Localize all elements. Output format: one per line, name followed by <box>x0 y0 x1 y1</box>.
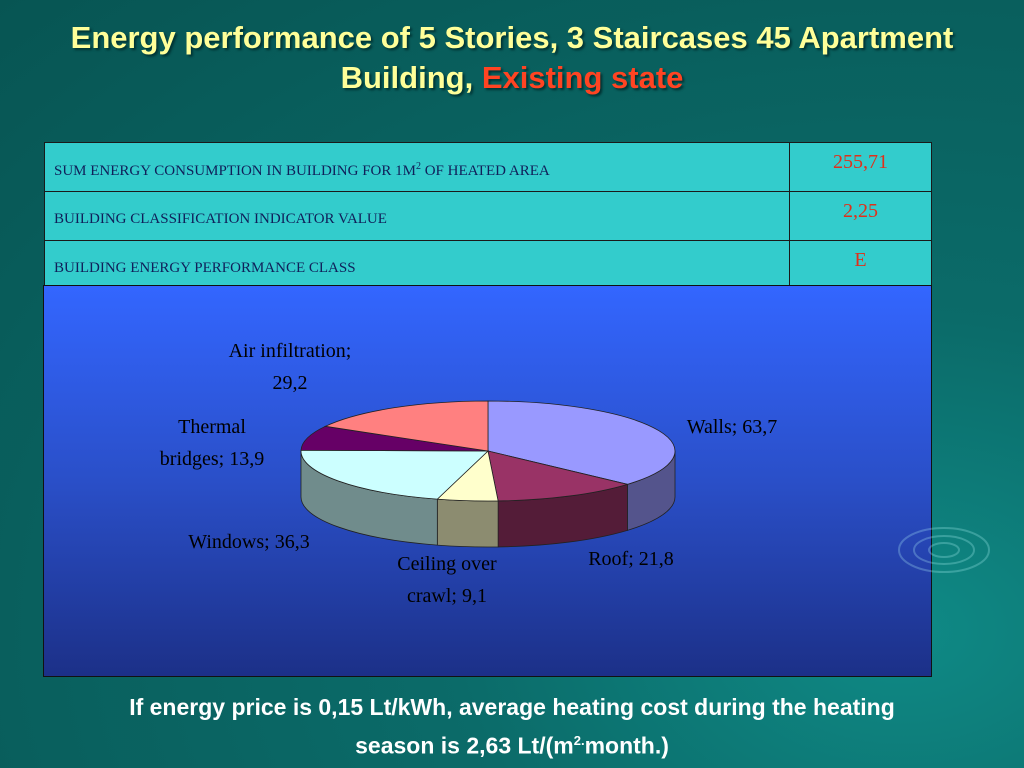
title-plain: Building, <box>340 60 474 95</box>
table-value: 255,71 <box>789 142 932 192</box>
pie-data-label: Windows; 36,3 <box>188 531 309 553</box>
pie-chart: Walls; 63,7 Roof; 21,8 Ceiling over crawl; … <box>160 340 778 607</box>
table-row: BUILDING ENERGY PERFORMANCE CLASS E <box>44 240 932 290</box>
pie-data-label: Walls; 63,7 <box>687 416 778 438</box>
title-line-2: Building, Existing state <box>0 58 1024 98</box>
pie-slice <box>487 450 629 502</box>
ripple-decoration <box>898 527 990 573</box>
pie-slice <box>300 425 489 452</box>
table-value: 2,25 <box>789 191 932 241</box>
note-line-2: season is 2,63 Lt/(m2.month.) <box>355 732 669 759</box>
table-row: SUM ENERGY CONSUMPTION IN BUILDING FOR 1… <box>44 142 932 192</box>
pie-slice <box>300 449 489 500</box>
pie-slice-side <box>436 498 499 548</box>
pie-slice <box>487 400 676 485</box>
pie-data-label: Ceiling over crawl; 9,1 <box>397 553 497 607</box>
table-label: BUILDING CLASSIFICATION INDICATOR VALUE <box>44 191 790 241</box>
pie-slice <box>324 400 489 452</box>
table-label: SUM ENERGY CONSUMPTION IN BUILDING FOR 1… <box>44 142 790 192</box>
heating-cost-note: If energy price is 0,15 Lt/kWh, average … <box>20 690 1004 763</box>
pie-data-label: Thermal bridges; 13,9 <box>160 416 264 470</box>
slide-title: Energy performance of 5 Stories, 3 Stair… <box>0 18 1024 98</box>
pie-chart-panel: Walls; 63,7 Roof; 21,8 Ceiling over crawl; … <box>43 285 932 677</box>
table-value: E <box>789 240 932 290</box>
pie-data-label: Air infiltration; 29,2 <box>229 340 352 394</box>
title-line-1: Energy performance of 5 Stories, 3 Stair… <box>70 20 954 55</box>
note-line-1: If energy price is 0,15 Lt/kWh, average … <box>129 694 895 720</box>
pie-data-label: Roof; 21,8 <box>588 548 674 570</box>
table-row: BUILDING CLASSIFICATION INDICATOR VALUE … <box>44 191 932 241</box>
title-highlight: Existing state <box>481 60 684 95</box>
energy-summary-table: SUM ENERGY CONSUMPTION IN BUILDING FOR 1… <box>44 142 932 290</box>
table-label: BUILDING ENERGY PERFORMANCE CLASS <box>44 240 790 290</box>
